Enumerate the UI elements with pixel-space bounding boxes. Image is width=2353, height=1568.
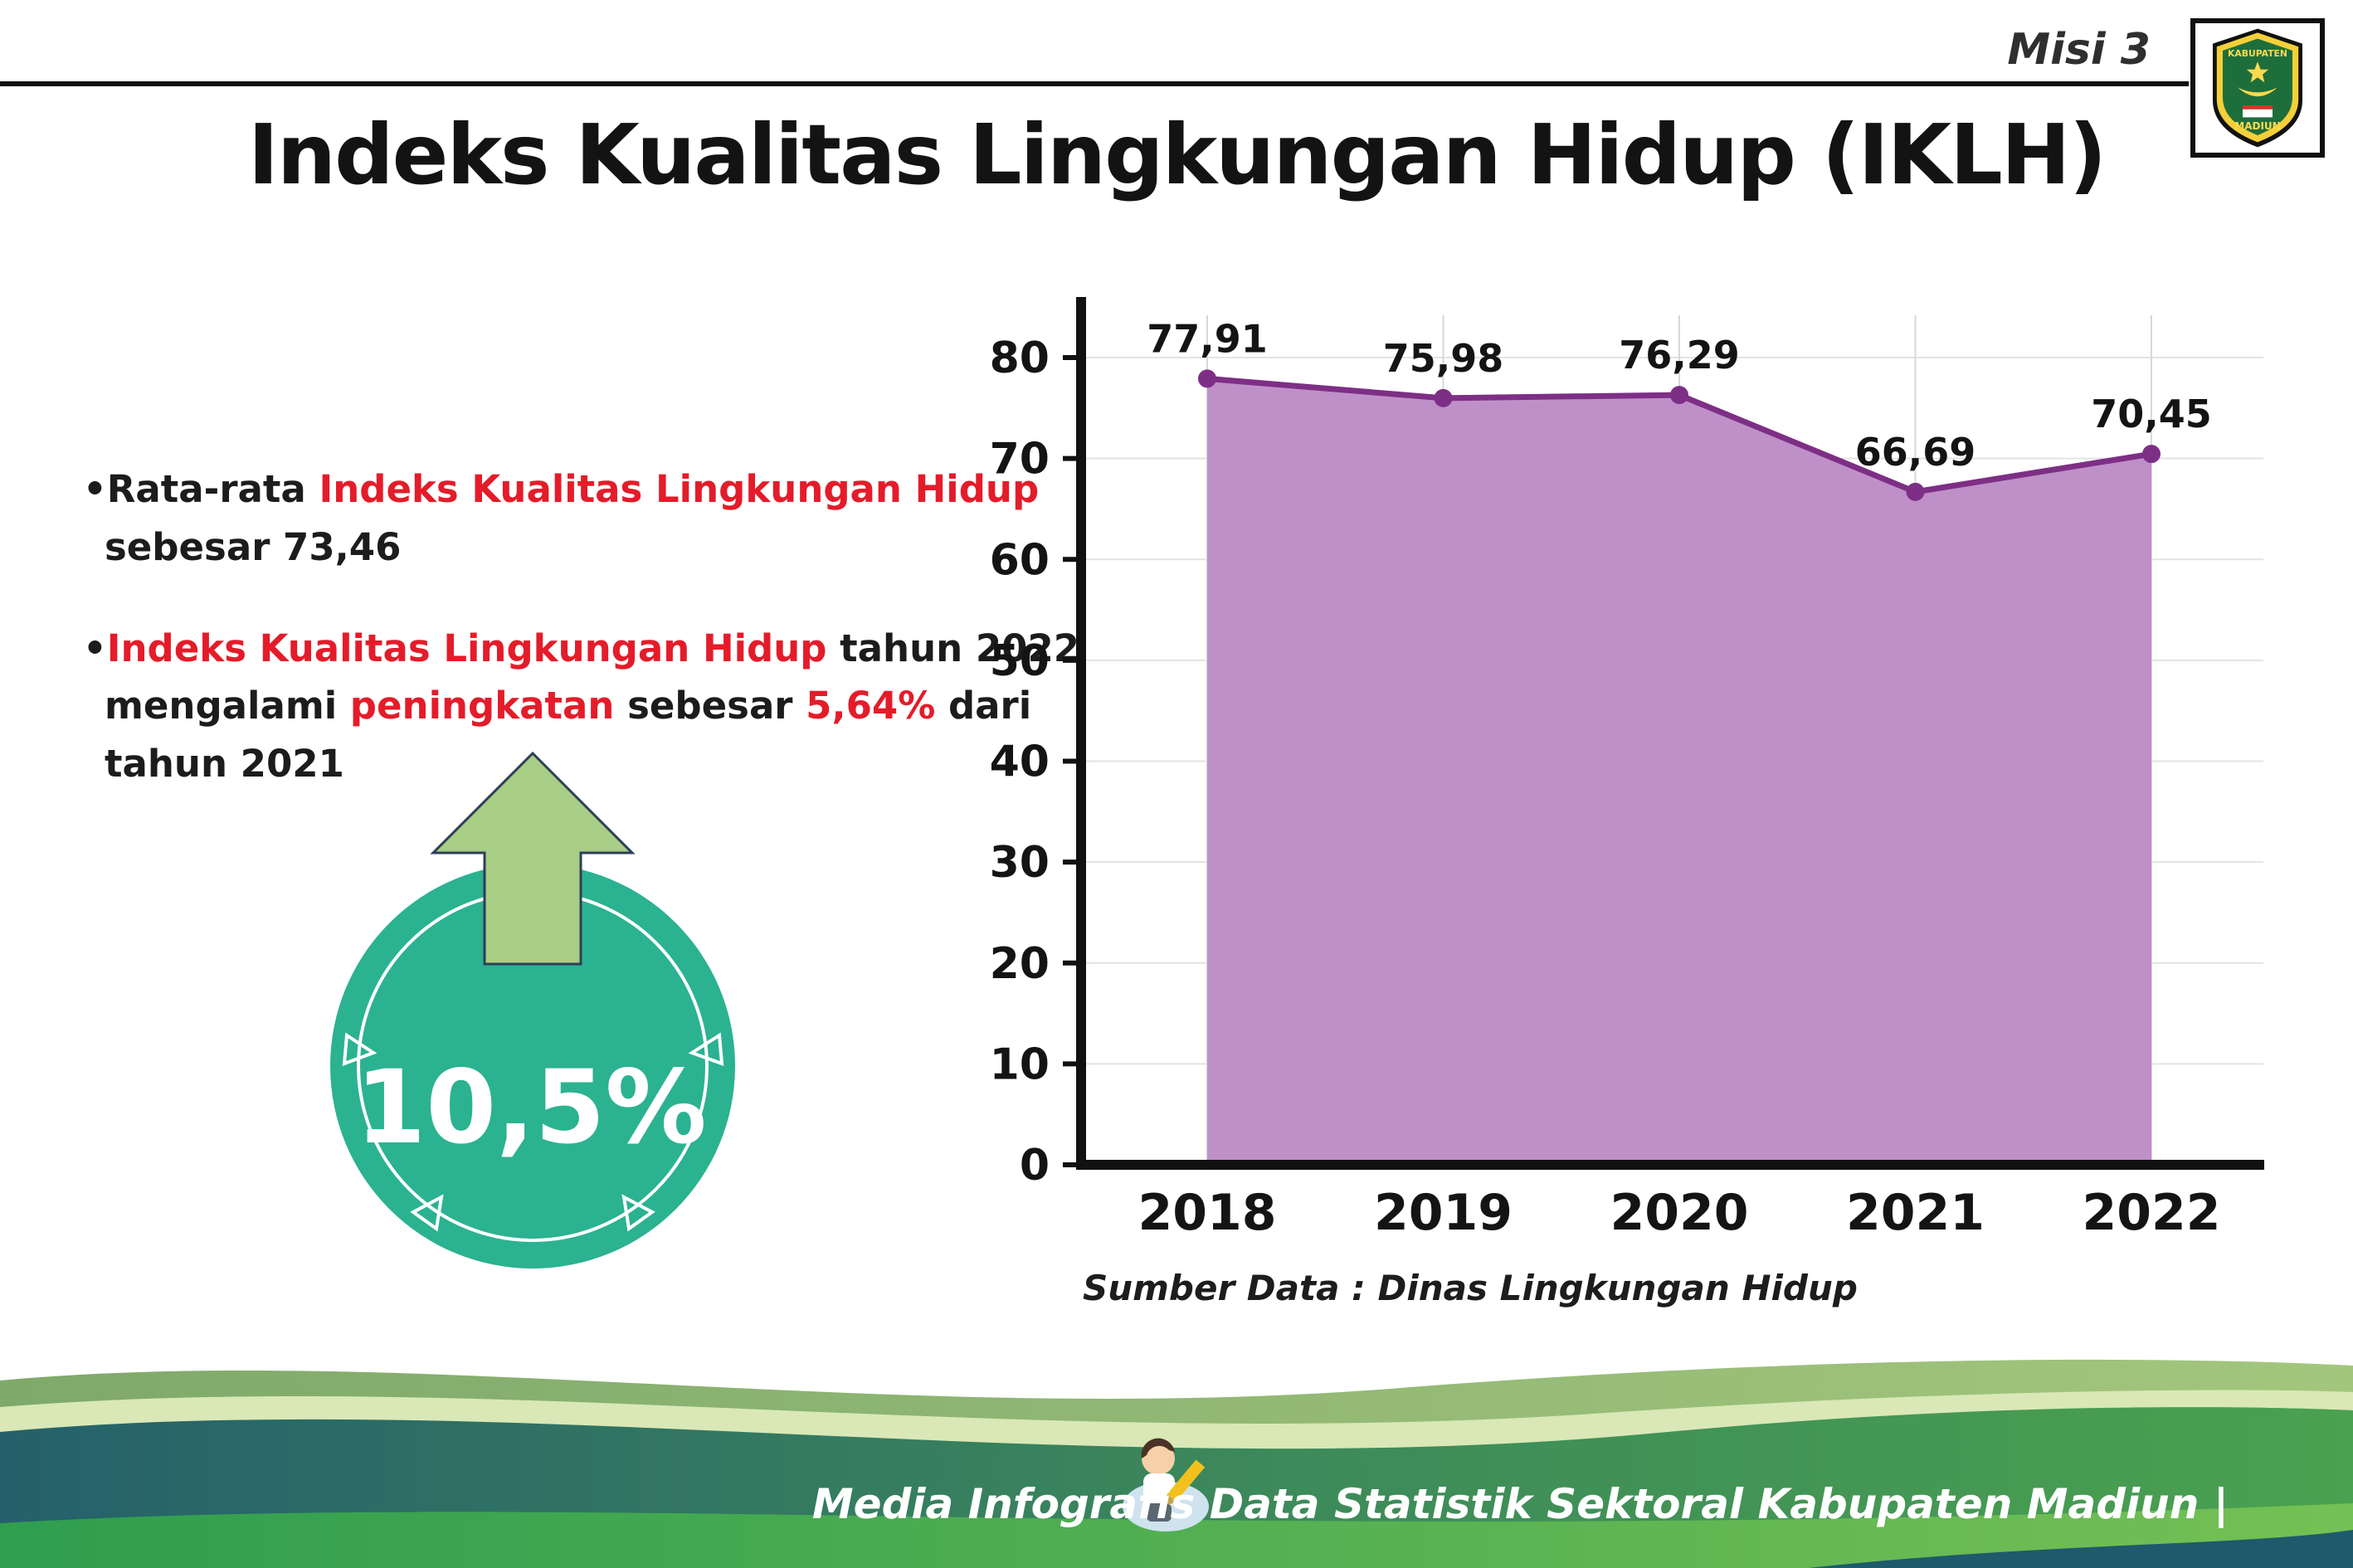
svg-text:75,98: 75,98: [1383, 336, 1504, 381]
text-segment: tahun 2022: [826, 626, 1080, 670]
mascot-icon: [1123, 1438, 1209, 1531]
bullet-increase-2022: •Indeks Kualitas Lingkungan Hidup tahun …: [83, 620, 1153, 793]
svg-text:76,29: 76,29: [1619, 333, 1740, 377]
source-note: Sumber Data : Dinas Lingkungan Hidup: [1083, 1268, 1858, 1308]
text-segment: dari: [935, 684, 1032, 728]
top-divider: [0, 81, 2189, 86]
svg-text:40: 40: [990, 738, 1050, 787]
svg-text:2019: 2019: [1374, 1184, 1513, 1242]
svg-text:50: 50: [990, 636, 1050, 686]
misi-label: Misi 3: [2007, 25, 2151, 75]
svg-text:2022: 2022: [2083, 1184, 2221, 1242]
svg-text:20: 20: [990, 939, 1050, 989]
text-segment-red: Indeks Kualitas Lingkungan Hidup: [106, 626, 827, 670]
text-segment-red: Indeks Kualitas Lingkungan Hidup: [319, 467, 1040, 511]
increase-percentage: 10,5%: [355, 1049, 706, 1166]
text-segment-red: peningkatan: [349, 684, 615, 728]
svg-text:70: 70: [990, 435, 1050, 485]
crest-icon: KABUPATEN MADIUN: [2213, 28, 2302, 148]
kabupaten-madiun-logo: KABUPATEN MADIUN: [2190, 18, 2325, 158]
up-arrow-icon: [430, 751, 636, 966]
svg-text:80: 80: [990, 334, 1050, 383]
page-title: Indeks Kualitas Lingkungan Hidup (IKLH): [247, 106, 2107, 203]
svg-text:77,91: 77,91: [1147, 316, 1268, 361]
text-segment: sebesar 73,46: [105, 524, 402, 569]
crest-top-text: KABUPATEN: [2228, 48, 2287, 59]
footer-credit: Media Infografis Data Statistik Sektoral…: [811, 1480, 2229, 1528]
text-segment: mengalami: [105, 684, 350, 728]
bullet-average-iklh: •Rata-rata Indeks Kualitas Lingkungan Hi…: [83, 460, 1153, 577]
svg-text:2018: 2018: [1138, 1184, 1277, 1242]
svg-text:70,45: 70,45: [2091, 392, 2212, 436]
bullet-dot: •: [83, 467, 107, 511]
crest-bottom-text: MADIUN: [2234, 120, 2280, 132]
text-segment: Rata-rata: [106, 467, 319, 511]
svg-text:0: 0: [1020, 1141, 1050, 1191]
text-segment-red: 5,64%: [806, 684, 936, 728]
svg-text:10: 10: [990, 1040, 1050, 1089]
increase-badge: 10,5%: [330, 864, 735, 1269]
iklh-chart: 0 10 20 30 40 50 60 70 80 2018 2019 2020 2021 2022 77,…: [990, 297, 2264, 1242]
bullet-dot: •: [83, 626, 107, 670]
svg-text:2021: 2021: [1846, 1184, 1985, 1242]
text-segment: sebesar: [614, 684, 806, 728]
svg-text:60: 60: [990, 535, 1050, 585]
svg-text:66,69: 66,69: [1855, 430, 1976, 475]
svg-text:2020: 2020: [1610, 1184, 1749, 1242]
text-segment: tahun 2021: [105, 742, 344, 786]
key-points: •Rata-rata Indeks Kualitas Lingkungan Hi…: [83, 460, 1153, 836]
svg-text:30: 30: [990, 838, 1050, 888]
